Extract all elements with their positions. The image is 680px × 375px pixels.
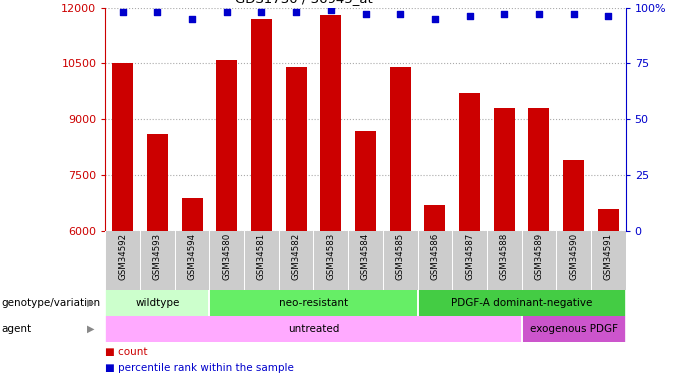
Text: genotype/variation: genotype/variation [1,298,101,307]
Text: ■ percentile rank within the sample: ■ percentile rank within the sample [105,363,294,374]
Bar [147,134,168,231]
Bar [390,67,411,231]
Bar [528,108,549,231]
Bar [216,60,237,231]
Point [256,9,267,15]
Bar [522,316,626,342]
Text: GSM34586: GSM34586 [430,233,439,280]
Text: GSM34593: GSM34593 [153,233,162,280]
Point [118,9,129,15]
Point [325,7,336,13]
Bar [459,93,480,231]
Bar [494,108,515,231]
Point [533,11,544,17]
Bar [598,209,619,231]
Text: GSM34583: GSM34583 [326,233,335,280]
Bar [563,160,584,231]
Bar [105,290,209,316]
Bar [418,290,626,316]
Point [394,11,405,17]
Bar [209,290,418,316]
Point [222,9,233,15]
Point [186,16,198,22]
Point [602,13,613,20]
Point [152,9,163,15]
Text: exogenous PDGF: exogenous PDGF [530,324,617,334]
Text: GSM34594: GSM34594 [188,233,197,280]
Text: GSM34588: GSM34588 [500,233,509,280]
Bar [251,19,272,231]
Bar [112,63,133,231]
Text: GSM34589: GSM34589 [534,233,543,280]
Point [499,11,510,17]
Text: neo-resistant: neo-resistant [279,298,348,307]
Point [291,9,302,15]
Point [568,11,579,17]
Bar [424,205,445,231]
Bar [105,316,522,342]
Bar [286,67,307,231]
Text: GSM34584: GSM34584 [361,233,370,280]
Point [430,16,441,22]
Text: wildtype: wildtype [135,298,180,307]
Text: GSM34582: GSM34582 [292,233,301,280]
Text: GDS1730 / 36945_at: GDS1730 / 36945_at [235,0,373,5]
Text: GSM34591: GSM34591 [604,233,613,280]
Text: ▶: ▶ [87,324,95,334]
Text: ▶: ▶ [87,298,95,307]
Text: GSM34581: GSM34581 [257,233,266,280]
Text: GSM34590: GSM34590 [569,233,578,280]
Text: ■ count: ■ count [105,347,148,357]
Bar [320,15,341,231]
Text: GSM34592: GSM34592 [118,233,127,280]
Text: untreated: untreated [288,324,339,334]
Text: PDGF-A dominant-negative: PDGF-A dominant-negative [451,298,592,307]
Bar [182,198,203,231]
Point [360,11,371,17]
Point [464,13,475,20]
Text: GSM34587: GSM34587 [465,233,474,280]
Text: agent: agent [1,324,31,334]
Text: GSM34580: GSM34580 [222,233,231,280]
Text: GSM34585: GSM34585 [396,233,405,280]
Bar [355,130,376,231]
